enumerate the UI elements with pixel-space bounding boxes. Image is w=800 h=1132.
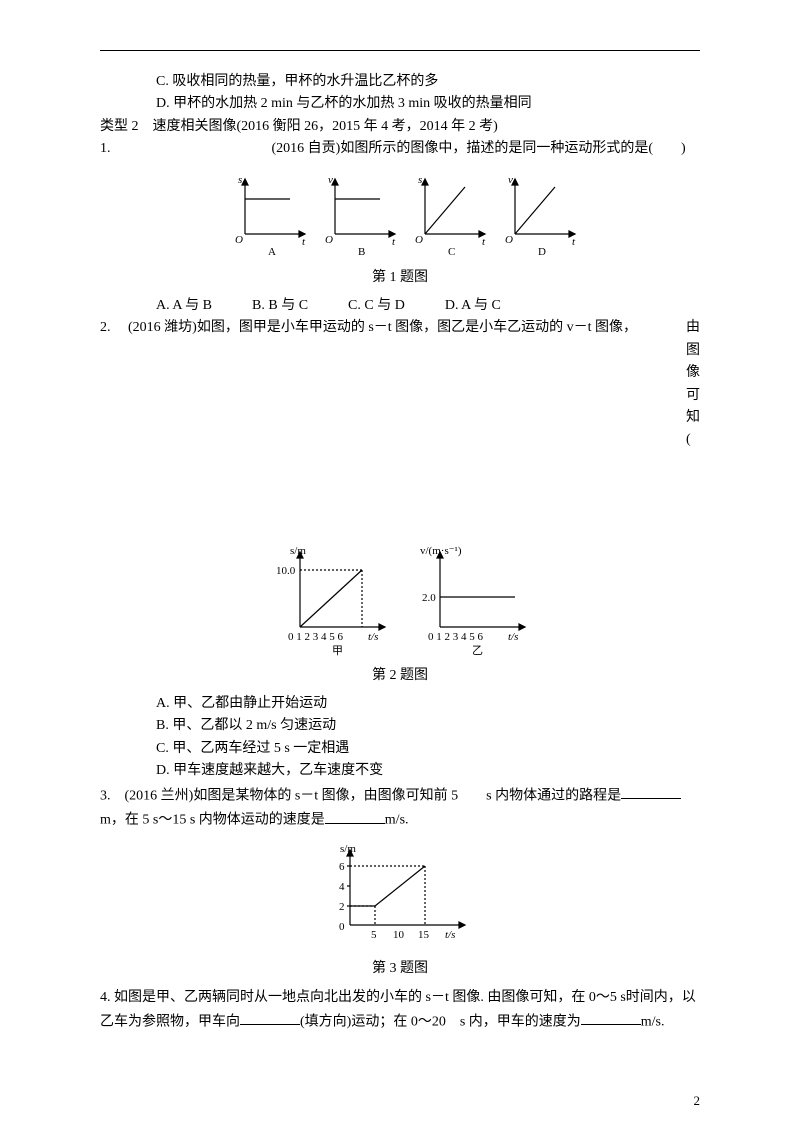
svg-text:2.0: 2.0 [422,592,436,604]
svg-text:甲: 甲 [332,645,343,657]
svg-text:0 1 2 3 4 5 6: 0 1 2 3 4 5 6 [428,631,484,643]
q2-b: B. 甲、乙都以 2 m/s 匀速运动 [100,715,700,737]
q1-c: C. C 与 D [348,295,405,317]
page-number: 2 [694,1091,701,1112]
q2-d: D. 甲车速度越来越大，乙车速度不变 [100,760,700,782]
svg-text:O: O [415,234,423,246]
svg-text:乙: 乙 [472,644,483,657]
svg-text:s/m: s/m [340,843,356,855]
svg-text:t/s: t/s [445,929,455,941]
q2-c: C. 甲、乙两车经过 5 s 一定相遇 [100,738,700,760]
q1-figure: s t O A v t O B s t O C v t O D [100,169,700,259]
q3-figure: s/m 6 4 2 0 5 10 15 t/s [100,840,700,950]
q2-a: A. 甲、乙都由静止开始运动 [100,693,700,715]
svg-text:6: 6 [339,861,345,873]
q1-fig-label: 第 1 题图 [100,267,700,289]
q4: 4. 如图是甲、乙两辆同时从一地点向北出发的小车的 s－t 图像. 由图像可知，… [100,987,700,1034]
q2-figure: s/m 10.0 0 1 2 3 4 5 6 t/s 甲 v/(m·s⁻¹) 2… [100,542,700,657]
q4-blank2[interactable] [581,1009,641,1025]
q2: 2. (2016 潍坊)如图，图甲是小车甲运动的 s－t 图像，图乙是小车乙运动… [100,317,700,451]
svg-text:s/m: s/m [290,545,306,557]
svg-text:D: D [538,246,546,258]
svg-text:B: B [358,246,365,258]
svg-text:v/(m·s⁻¹): v/(m·s⁻¹) [420,545,462,557]
svg-text:0: 0 [339,921,345,933]
q2-tail: 由图像可知( ) [686,317,700,451]
svg-text:s: s [418,174,422,186]
svg-text:5: 5 [371,929,377,941]
q3-blank2[interactable] [325,807,385,823]
q1-a: A. A 与 B [156,295,212,317]
q4-num: 4. [100,990,111,1005]
svg-text:2: 2 [339,901,345,913]
svg-text:t/s: t/s [368,631,378,643]
svg-text:v: v [328,174,333,186]
q2-fig-label: 第 2 题图 [100,665,700,687]
option-d: D. 甲杯的水加热 2 min 与乙杯的水加热 3 min 吸收的热量相同 [100,93,700,115]
q1-choices: A. A 与 B B. B 与 C C. C 与 D D. A 与 C [156,295,700,317]
option-c: C. 吸收相同的热量，甲杯的水升温比乙杯的多 [100,71,700,93]
svg-text:O: O [235,234,243,246]
svg-text:O: O [325,234,333,246]
q4-blank1[interactable] [240,1009,300,1025]
svg-text:C: C [448,246,455,258]
svg-text:0 1 2 3 4 5 6: 0 1 2 3 4 5 6 [288,631,344,643]
q1: 1. (2016 自贡)如图所示的图像中，描述的是同一种运动形式的是( ) [100,138,700,160]
svg-text:10.0: 10.0 [276,565,296,577]
q2-stem: (2016 潍坊)如图，图甲是小车甲运动的 s－t 图像，图乙是小车乙运动的 v… [128,320,637,335]
svg-text:4: 4 [339,881,345,893]
svg-text:s: s [238,174,242,186]
svg-text:15: 15 [418,929,430,941]
q3: 3. (2016 兰州)如图是某物体的 s－t 图像，由图像可知前 5 s 内物… [100,783,700,833]
svg-text:t: t [572,236,576,248]
q1-stem: (2016 自贡)如图所示的图像中，描述的是同一种运动形式的是( ) [272,141,686,156]
svg-text:t: t [482,236,486,248]
q1-b: B. B 与 C [252,295,308,317]
section-type2: 类型 2 速度相关图像(2016 衡阳 26，2015 年 4 考，2014 年… [100,116,700,138]
svg-text:A: A [268,246,276,258]
svg-text:t: t [302,236,306,248]
svg-text:t: t [392,236,396,248]
svg-text:v: v [508,174,513,186]
q3-num: 3. [100,788,111,803]
q1-num: 1. [100,141,111,156]
svg-text:t/s: t/s [508,631,518,643]
svg-text:O: O [505,234,513,246]
q1-d: D. A 与 C [445,295,501,317]
q2-num: 2. [100,320,111,335]
svg-text:10: 10 [393,929,405,941]
q3-blank1[interactable] [621,783,681,799]
q3-fig-label: 第 3 题图 [100,958,700,980]
